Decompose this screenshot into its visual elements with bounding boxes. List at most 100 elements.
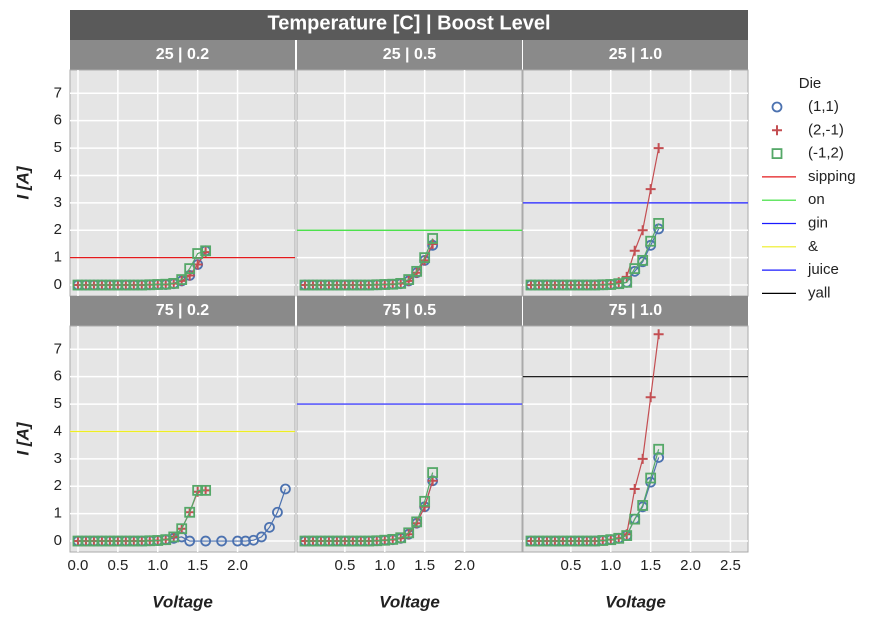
point [280,483,291,495]
x-tick-label: 0.5 [107,557,128,574]
y-axis-label: I [A] [13,421,32,455]
point [363,279,375,291]
panel-bg [69,69,296,297]
point [315,279,327,291]
point [771,101,783,113]
point [411,516,423,528]
y-tick-label: 3 [54,450,62,467]
legend-label: yall [808,284,831,301]
x-tick-label: 1.5 [640,557,661,574]
facet-header [70,40,295,70]
point [771,148,783,160]
facet-header [523,40,748,70]
point [307,535,319,547]
x-axis-label: Voltage [605,592,666,611]
point [597,535,609,546]
point [152,279,164,290]
point [339,535,351,547]
point [144,279,156,291]
point [427,233,439,244]
point [315,535,327,547]
facet-title: 25 | 0.2 [156,46,210,63]
point [637,500,649,511]
point [160,534,172,546]
point [557,279,569,291]
facet-header [297,40,522,70]
panel-bg [69,325,296,553]
point [573,535,585,547]
point [184,263,196,275]
point [184,535,196,547]
point [136,279,148,291]
point [72,279,84,291]
point [80,535,92,547]
point [152,535,164,546]
point [427,238,438,249]
point [533,535,545,547]
y-tick-label: 1 [54,505,62,522]
x-tick-label: 1.0 [147,557,168,574]
panel-bg [296,325,523,553]
point [621,530,633,541]
point [419,495,431,507]
point [176,274,188,285]
point [629,263,641,275]
point [403,274,415,285]
legend-label: (-1,2) [808,145,844,162]
point [772,125,782,136]
point [637,254,649,266]
point [371,279,383,291]
point [347,535,359,547]
point [264,521,275,533]
point [104,535,116,547]
legend-label: & [808,238,818,255]
point [272,506,283,518]
point [581,279,593,291]
point [589,535,601,547]
point [629,483,640,494]
point [589,279,601,291]
facet-title: 75 | 0.5 [383,302,437,319]
point [347,279,359,291]
facet-title: 75 | 1.0 [609,302,663,319]
point [120,279,132,291]
y-tick-label: 7 [54,84,62,101]
point [355,535,367,547]
y-tick-label: 0 [54,276,62,293]
point [605,534,617,546]
point [88,535,100,547]
point [112,535,124,547]
x-tick-label: 2.0 [227,557,248,574]
point [613,278,625,290]
point [645,235,657,247]
point [160,278,172,290]
point [104,279,116,291]
x-tick-label: 1.0 [600,557,621,574]
point [653,329,664,340]
legend-title: Die [799,75,822,92]
facet-title: 25 | 0.5 [383,46,437,63]
point [525,279,537,291]
point [128,535,140,547]
y-tick-label: 1 [54,249,62,266]
point [549,535,561,547]
point [645,392,656,403]
point [387,533,399,545]
y-tick-label: 6 [54,368,62,385]
point [299,279,311,291]
point [144,535,156,547]
legend-label: juice [807,261,839,278]
point [232,535,243,547]
point [168,531,180,543]
y-tick-label: 5 [54,395,62,412]
point [637,453,648,464]
point [299,535,311,547]
point [581,535,593,547]
point [112,279,124,291]
point [331,279,343,291]
point [184,506,196,518]
point [216,535,227,547]
legend-label: on [808,191,825,208]
point [565,535,577,547]
